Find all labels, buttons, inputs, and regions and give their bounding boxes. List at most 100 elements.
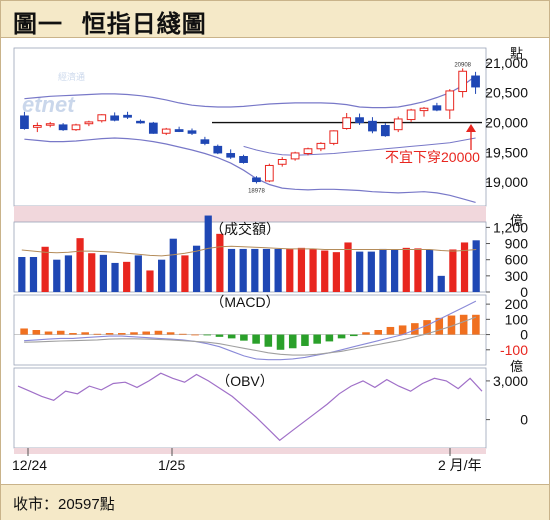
footer-bar: 收市：20597點 (1, 484, 549, 520)
macd-bar-positive (411, 323, 419, 335)
volume-bar (204, 215, 212, 292)
volume-bar (344, 242, 352, 292)
chart-title: 圖一 恒指日綫圖 (13, 9, 207, 38)
volume-bar (379, 248, 387, 292)
candle-up (97, 114, 107, 122)
macd-bar-positive (81, 332, 89, 335)
macd-bar-negative (227, 334, 236, 339)
obv-unit-label: 億 (510, 359, 523, 374)
volume-bar (123, 261, 131, 292)
macd-y-tick-label: -100 (500, 342, 528, 358)
volume-bar (134, 255, 142, 292)
volume-average-line (21, 245, 477, 257)
candle-down (187, 130, 197, 134)
candle-up (342, 117, 352, 129)
candle-down (213, 145, 223, 154)
candle-down (58, 124, 68, 131)
volume-bar (111, 262, 119, 292)
candle-up (32, 125, 42, 128)
macd-bar-negative (301, 334, 309, 346)
macd-y-tick-label: 100 (505, 311, 529, 327)
obv-panel (13, 367, 487, 449)
candle-down (200, 139, 210, 144)
obv-line (17, 372, 483, 442)
price-y-tick-label: 19,000 (485, 174, 528, 190)
obv-y-tick-label: 0 (520, 412, 528, 428)
candle-up (458, 70, 468, 93)
x-label-dec: 12/24 (12, 457, 47, 473)
volume-y-tick-label: 600 (505, 252, 529, 268)
macd-bar-positive (142, 331, 150, 335)
price-unit-label: 點 (510, 46, 523, 61)
candle-up (329, 130, 339, 144)
macd-bar-positive (93, 333, 102, 335)
high-price-label: 20908 (454, 62, 471, 68)
volume-bar (356, 251, 364, 292)
volume-bar (64, 255, 73, 292)
macd-bar-positive (459, 314, 468, 335)
candle-up (419, 107, 429, 112)
macd-bar-positive (472, 314, 480, 335)
volume-bar (297, 247, 306, 292)
candle-down (368, 120, 377, 132)
volume-bar (309, 248, 317, 292)
svg-text:經濟通: 經濟通 (58, 71, 85, 82)
macd-panel (13, 294, 487, 366)
candle-up (71, 124, 81, 131)
macd-y-tick-label: 0 (520, 327, 528, 343)
candle-down (123, 114, 132, 118)
candle-down (432, 105, 442, 111)
macd-bar-positive (374, 330, 382, 335)
candle-up (303, 148, 313, 155)
candle-down (226, 153, 236, 158)
candle-up (277, 158, 287, 165)
volume-bar (227, 248, 236, 292)
candle-up (45, 123, 55, 126)
macd-bar-positive (44, 331, 53, 335)
volume-bar (99, 254, 107, 292)
price-panel (13, 47, 487, 207)
macd-y-tick-label: 200 (505, 296, 529, 312)
candle-up (264, 164, 274, 182)
volume-bar (332, 252, 340, 292)
obv-y-tick-label: 3,000 (493, 373, 528, 389)
volume-bar (286, 248, 294, 292)
candle-up (290, 152, 300, 160)
macd-bar-negative (215, 334, 224, 337)
macd-bar-negative (240, 334, 248, 341)
candle-down (252, 177, 261, 183)
volume-bar (367, 251, 375, 292)
volume-bar (239, 248, 247, 292)
middle-band-line (243, 137, 476, 156)
x-label-jan: 1/25 (158, 457, 185, 473)
candle-down (136, 120, 145, 124)
candle-down (471, 75, 480, 88)
macd-bar-negative (325, 334, 334, 342)
volume-bar (18, 257, 26, 292)
annotation-text: 不宜下穿20000 (385, 149, 480, 165)
macd-bar-positive (118, 333, 126, 335)
macd-bar-positive (398, 325, 407, 335)
volume-title: （成交額） (210, 221, 280, 237)
title-bar: 圖一 恒指日綫圖 (1, 1, 549, 38)
price-y-tick-label: 21,000 (485, 55, 528, 71)
volume-bar (321, 250, 329, 292)
obv-layer: 3,000 0 (17, 372, 528, 442)
candle-up (393, 118, 403, 131)
volume-bar (391, 250, 399, 292)
candle-down (355, 117, 364, 124)
price-layer: 18978 20908 19,000 19,500 20,000 20,500 21,000 (20, 55, 528, 203)
price-date-strip (14, 206, 486, 222)
macd-bar-positive (20, 328, 28, 335)
macd-bar-positive (191, 334, 199, 336)
volume-bar (146, 270, 154, 292)
volume-bar (449, 249, 457, 292)
volume-bar (181, 255, 189, 292)
macd-bar-positive (56, 330, 65, 335)
macd-bar-positive (179, 333, 187, 335)
macd-bar-negative (313, 334, 321, 344)
macd-bar-positive (447, 315, 456, 335)
candle-down (380, 125, 390, 137)
